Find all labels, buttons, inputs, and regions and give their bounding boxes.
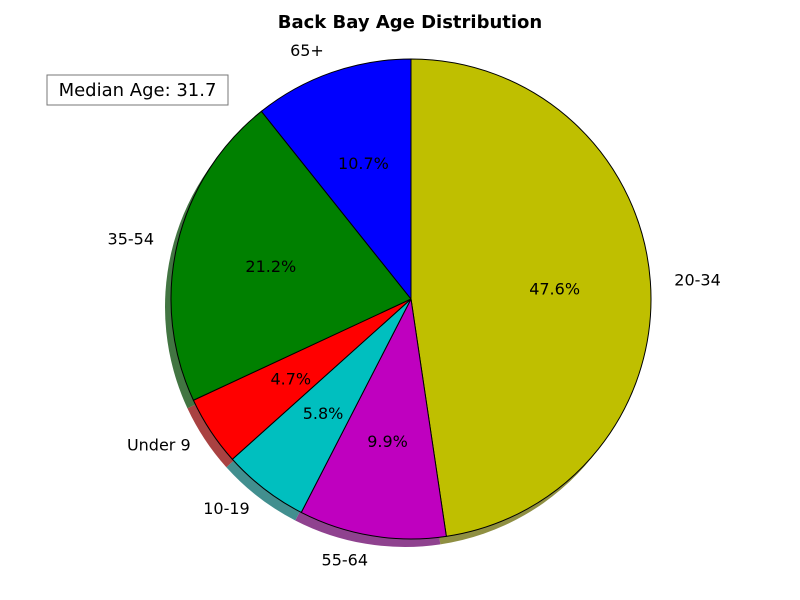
slice-label-65: 65+ <box>290 41 324 60</box>
slice-65 <box>260 58 412 300</box>
annotation-box <box>46 74 229 106</box>
pct-label-35-54: 21.2% <box>245 257 296 276</box>
pct-label-65: 10.7% <box>338 154 389 173</box>
slice-label-35-54: 35-54 <box>108 230 155 249</box>
slice-20-34 <box>410 58 652 537</box>
pct-label-20-34: 47.6% <box>529 279 580 298</box>
slice-35-54 <box>170 110 412 401</box>
slice-55-64 <box>300 298 447 540</box>
pct-label-under-9: 4.7% <box>270 369 311 388</box>
slice-label-55-64: 55-64 <box>322 550 369 569</box>
pct-label-55-64: 9.9% <box>367 432 408 451</box>
slice-label-10-19: 10-19 <box>203 499 250 518</box>
pie-labels: 20-34 47.6% 55-64 9.9% 10-19 5.8% Under 9 4.7% 3… <box>108 41 721 570</box>
slice-label-under-9: Under 9 <box>127 435 191 454</box>
median-age-annotation: Median Age: 31.7 <box>46 74 229 106</box>
pie-slices <box>170 58 652 540</box>
slice-label-20-34: 20-34 <box>674 271 721 290</box>
chart-title: Back Bay Age Distribution <box>278 12 543 33</box>
annotation-text: Median Age: 31.7 <box>59 80 217 101</box>
pct-label-10-19: 5.8% <box>303 404 344 423</box>
